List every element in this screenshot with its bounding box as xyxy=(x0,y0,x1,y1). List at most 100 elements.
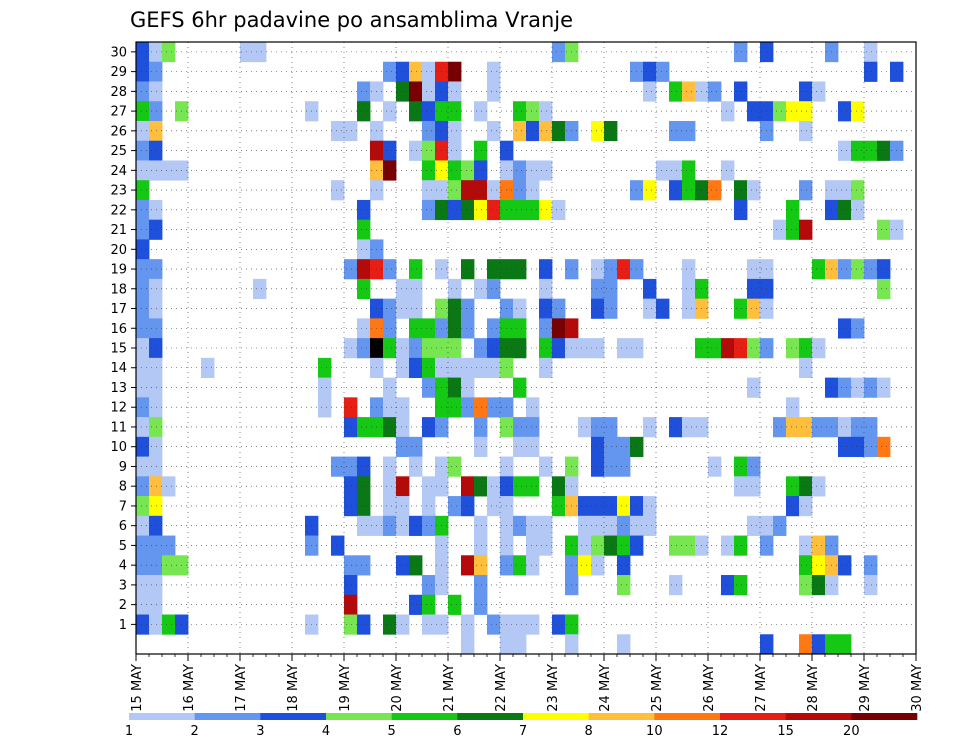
y-tick-label: 26 xyxy=(110,124,127,139)
heatmap-cell xyxy=(617,496,631,517)
heatmap-cell xyxy=(448,278,462,300)
heatmap-cell xyxy=(383,377,397,398)
heatmap-cell xyxy=(474,357,488,379)
x-tick-label: 21 MAY xyxy=(442,664,457,712)
heatmap-cell xyxy=(864,42,878,63)
y-tick-label: 8 xyxy=(119,480,127,495)
heatmap-cell xyxy=(149,417,163,438)
heatmap-cell xyxy=(136,397,150,418)
heatmap-cell xyxy=(149,219,163,240)
heatmap-cell xyxy=(149,338,163,359)
heatmap-cell xyxy=(786,219,800,240)
heatmap-cell xyxy=(864,436,878,457)
heatmap-cell xyxy=(513,515,527,536)
heatmap-cell xyxy=(526,436,540,457)
heatmap-cell xyxy=(149,575,163,596)
y-tick-label: 4 xyxy=(119,559,127,574)
heatmap-cell xyxy=(396,417,410,438)
color-scale-label: 4 xyxy=(322,724,330,739)
heatmap-cell xyxy=(344,575,358,596)
heatmap-cell xyxy=(136,535,150,556)
y-axis: 1234567891011121314151617181920212223242… xyxy=(110,45,136,633)
heatmap-cell xyxy=(149,456,163,477)
heatmap-cell xyxy=(396,298,410,319)
heatmap-cell xyxy=(149,496,163,517)
heatmap-cell xyxy=(552,298,566,319)
heatmap-cell xyxy=(357,318,371,339)
heatmap-cell xyxy=(461,614,475,635)
heatmap-cell xyxy=(617,535,631,556)
heatmap-cell xyxy=(422,199,436,221)
heatmap-cell xyxy=(513,436,527,457)
heatmap-cell xyxy=(149,259,163,280)
heatmap-cell xyxy=(344,594,358,615)
heatmap-cell xyxy=(513,180,527,201)
heatmap-cell xyxy=(422,61,436,82)
heatmap-cell xyxy=(526,535,540,556)
heatmap-cell xyxy=(383,456,397,477)
heatmap-cell xyxy=(513,259,527,280)
heatmap-cell xyxy=(877,259,891,280)
heatmap-cell xyxy=(448,101,462,122)
heatmap-cell xyxy=(747,456,761,477)
heatmap-cell xyxy=(396,278,410,300)
heatmap-cell xyxy=(773,219,787,240)
heatmap-cell xyxy=(474,476,488,497)
y-tick-label: 9 xyxy=(119,460,127,475)
heatmap-cell xyxy=(721,160,735,181)
heatmap-cell xyxy=(877,140,891,161)
heatmap-cell xyxy=(357,417,371,438)
heatmap-cell xyxy=(383,496,397,517)
heatmap-cell xyxy=(591,456,605,477)
x-tick-label: 24 MAY xyxy=(598,664,613,712)
heatmap-cell xyxy=(617,634,631,655)
heatmap-cell xyxy=(604,535,618,556)
heatmap-cell xyxy=(422,614,436,635)
heatmap-cell xyxy=(526,515,540,536)
heatmap-cell xyxy=(487,357,501,379)
heatmap-cell xyxy=(513,417,527,438)
heatmap-cell xyxy=(799,476,813,497)
heatmap-cell xyxy=(591,515,605,536)
x-tick-label: 27 MAY xyxy=(754,664,769,712)
heatmap-cell xyxy=(864,61,878,82)
y-tick-label: 24 xyxy=(110,164,127,179)
heatmap-cell xyxy=(812,81,826,102)
heatmap-cell xyxy=(838,436,852,457)
heatmap-cell xyxy=(513,298,527,319)
heatmap-cell xyxy=(552,496,566,517)
heatmap-cell xyxy=(162,476,176,497)
heatmap-cell xyxy=(604,456,618,477)
heatmap-cell xyxy=(604,120,618,142)
heatmap-cell xyxy=(396,436,410,457)
heatmap-cell xyxy=(604,278,618,300)
heatmap-cell xyxy=(721,101,735,122)
heatmap-cell xyxy=(708,180,722,201)
heatmap-cell xyxy=(149,298,163,319)
heatmap-cell xyxy=(617,515,631,536)
heatmap-cell xyxy=(617,555,631,576)
heatmap-cell xyxy=(409,101,423,122)
heatmap-cell xyxy=(734,456,748,477)
heatmap-cell xyxy=(136,120,150,142)
heatmap-cell xyxy=(149,278,163,300)
heatmap-cell xyxy=(643,298,657,319)
heatmap-cell xyxy=(136,298,150,319)
heatmap-cell xyxy=(539,535,553,556)
heatmap-cell xyxy=(409,278,423,300)
heatmap-cell xyxy=(422,81,436,102)
heatmap-cell xyxy=(344,397,358,418)
heatmap-cell xyxy=(851,199,865,221)
heatmap-cell xyxy=(552,42,566,63)
heatmap-cell xyxy=(591,535,605,556)
heatmap-cell xyxy=(396,338,410,359)
heatmap-cell xyxy=(786,476,800,497)
heatmap-cell xyxy=(851,259,865,280)
heatmap-cell xyxy=(448,594,462,615)
heatmap-cell xyxy=(344,614,358,635)
y-tick-label: 15 xyxy=(110,342,127,357)
heatmap-cell xyxy=(448,496,462,517)
heatmap-cell xyxy=(721,338,735,359)
color-scale-label: 7 xyxy=(519,724,527,739)
heatmap-cell xyxy=(786,199,800,221)
